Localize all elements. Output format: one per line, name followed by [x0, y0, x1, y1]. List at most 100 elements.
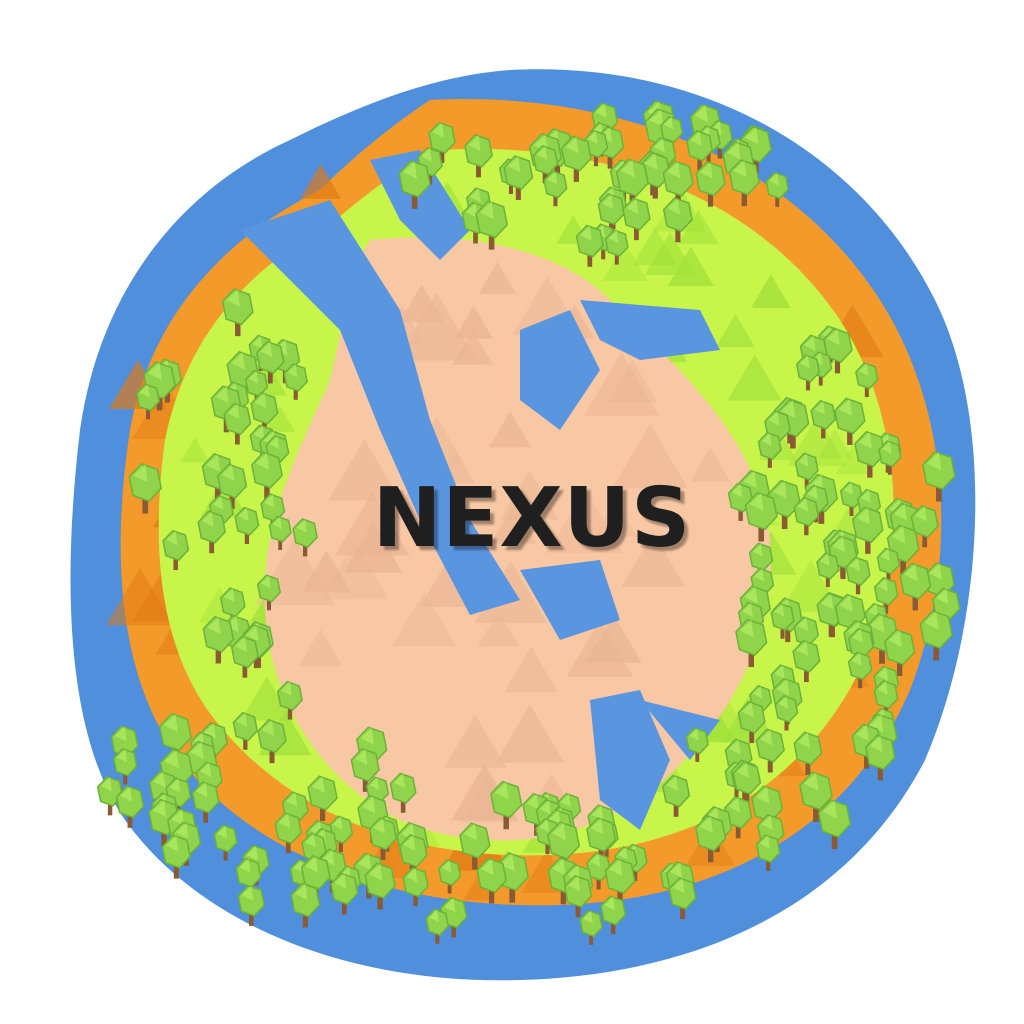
tree-icon: [350, 747, 380, 792]
tree-icon: [724, 796, 753, 839]
tree-icon: [661, 774, 691, 817]
tree-icon: [878, 440, 902, 475]
tree-icon: [532, 145, 559, 184]
tree-icon: [604, 857, 636, 905]
tree-icon: [250, 391, 279, 435]
tree-icon: [256, 574, 282, 611]
tree-icon: [686, 130, 714, 171]
tree-icon: [292, 518, 318, 557]
tree-icon: [579, 909, 603, 945]
tree-icon: [845, 556, 871, 595]
terrain-facet: [504, 646, 558, 693]
tree-icon: [851, 506, 884, 554]
tree-icon: [876, 547, 901, 583]
terrain-facet: [452, 329, 493, 365]
tree-icon: [604, 229, 629, 265]
tree-icon: [250, 451, 283, 500]
tree-icon: [162, 529, 190, 571]
tree-icon: [685, 727, 709, 762]
river: [240, 150, 720, 830]
tree-icon: [490, 780, 523, 830]
terrain-facet: [444, 714, 507, 768]
terrain-facet: [396, 292, 477, 361]
tree-icon: [268, 515, 292, 550]
terrain-facet: [678, 209, 719, 245]
tree-icon: [307, 775, 338, 822]
tree-icon: [755, 728, 785, 773]
terrain-facet: [817, 428, 853, 459]
tree-icon: [792, 639, 821, 683]
tree-icon: [919, 610, 953, 661]
terrain-facet: [644, 231, 696, 275]
tree-icon: [694, 814, 727, 863]
tree-icon: [695, 160, 726, 207]
terrain-facet: [391, 591, 457, 647]
terrain-facet: [612, 424, 688, 489]
tree-icon: [668, 877, 697, 920]
tree-icon: [476, 857, 507, 904]
tree-icon: [158, 712, 192, 763]
tree-icon: [768, 479, 802, 530]
tree-icon: [899, 562, 932, 611]
tree-icon: [389, 772, 417, 813]
tree-icon: [475, 200, 509, 250]
terrain-facet: [399, 284, 445, 323]
tree-icon: [256, 340, 285, 384]
tree-icon: [586, 817, 617, 863]
tree-icon: [398, 834, 428, 878]
game-title: NEXUS: [372, 471, 692, 566]
tree-icon: [402, 866, 429, 907]
tree-icon: [290, 882, 321, 928]
tree-icon: [757, 431, 782, 468]
tree-icon: [232, 711, 259, 750]
terrain-facet: [343, 522, 403, 573]
terrain-facet: [454, 305, 494, 339]
tree-icon: [793, 731, 823, 775]
tree-icon: [221, 288, 254, 337]
terrain-facet: [180, 437, 210, 463]
terrain-facet: [495, 704, 565, 763]
terrain-facet: [689, 447, 731, 482]
tree-icon: [855, 362, 879, 398]
terrain-facet: [750, 274, 791, 308]
tree-icon: [774, 695, 799, 731]
tree-icon: [615, 158, 649, 209]
tree-icon: [237, 884, 266, 926]
tree-icon: [213, 824, 238, 861]
tree-icon: [873, 577, 899, 614]
tree-icon: [795, 354, 821, 391]
terrain-facet: [264, 405, 296, 432]
tree-icon: [364, 862, 396, 910]
terrain-facet: [602, 242, 648, 281]
tree-icon: [398, 160, 431, 209]
tree-icon: [459, 822, 491, 870]
tree-icon: [128, 463, 163, 514]
tree-icon: [547, 821, 581, 871]
terrain-facet: [328, 438, 401, 501]
tree-icon: [464, 134, 493, 178]
tree-icon: [770, 602, 795, 639]
tree-icon: [197, 510, 227, 554]
terrain-facet: [300, 164, 342, 199]
terrain-facet: [667, 246, 714, 287]
tree-icon: [865, 734, 896, 781]
tree-icon: [216, 463, 248, 509]
tree-icon: [833, 397, 866, 445]
tree-icon: [662, 197, 693, 243]
terrain-facet: [240, 676, 293, 721]
tree-icon: [191, 781, 220, 823]
terrain-facet: [463, 873, 495, 901]
tree-icon: [755, 834, 781, 872]
tree-icon: [793, 496, 820, 536]
tree-icon: [560, 135, 592, 182]
tree-icon: [883, 628, 916, 676]
tree-icon: [543, 170, 568, 207]
tree-icon: [575, 224, 604, 267]
terrain-facet: [488, 411, 532, 448]
terrain-facet: [621, 532, 686, 587]
tree-icon: [586, 852, 612, 890]
terrain-facet: [584, 352, 659, 416]
terrain-facet: [298, 629, 343, 667]
tree-icon: [276, 680, 303, 720]
tree-icon: [135, 383, 161, 420]
